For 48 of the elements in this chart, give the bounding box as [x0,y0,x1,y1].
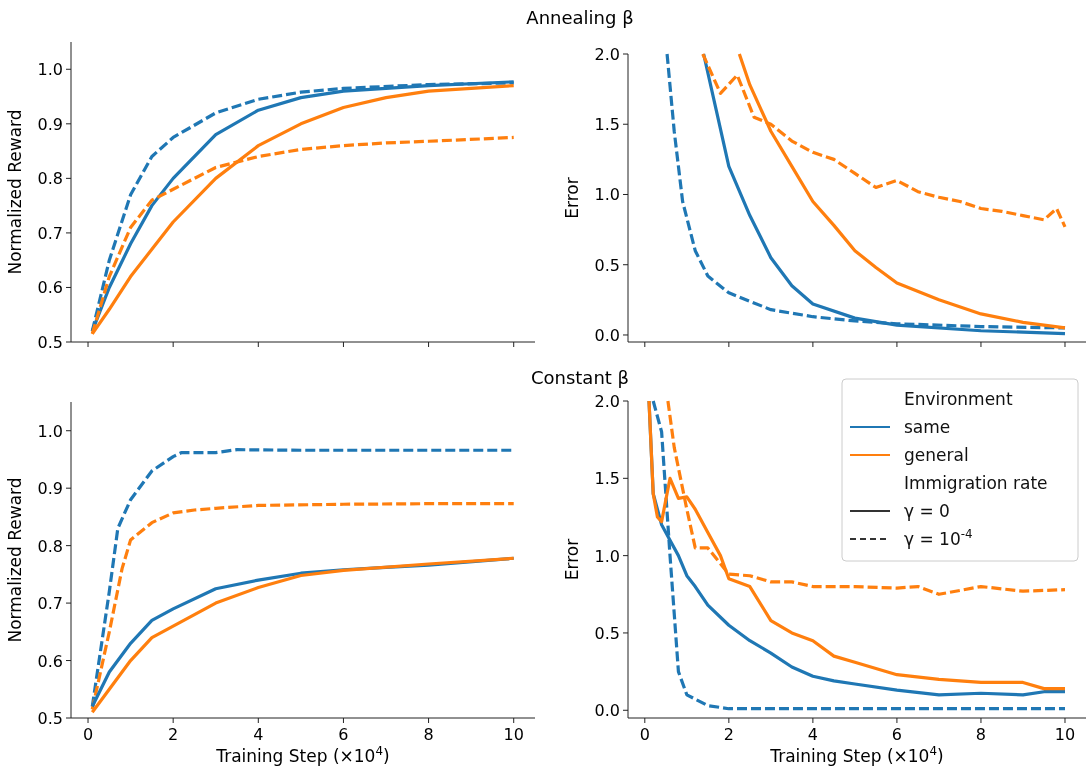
x-tick-label: 0 [82,725,94,744]
text: Constant β [530,367,630,388]
legend-label: general [904,445,969,465]
x-tick-label: 0 [639,725,650,744]
annotation: Immigration rate [904,473,1048,493]
text: Annealing β [526,7,634,28]
y-tick-label: 2.0 [594,45,620,64]
y-tick-label: 0.5 [594,623,620,643]
y-tick-label: 0.6 [37,651,63,671]
y-tick-label: 0.0 [594,701,620,721]
x-tick-label: 8 [975,725,987,744]
x-tick-label: 2 [168,725,179,744]
y-tick-label: 1.0 [594,546,620,566]
y-tick-label: 0.8 [37,536,63,556]
y-tick-label: 1.0 [37,421,63,441]
y-tick-label: 2.0 [594,392,620,411]
y-tick-label: 0.5 [37,709,63,728]
y-tick-label: 0.8 [37,169,63,189]
x-axis-title: Training Step (×10$^{4}$) [215,744,390,766]
legend-label: same [904,417,951,437]
annotation: γ = 0 [904,501,950,521]
x-tick-label: 4 [253,725,264,744]
y-tick-label: 0.0 [594,325,620,345]
x-tick-label: 2 [723,725,734,744]
x-tick-label: 4 [807,725,818,744]
y-tick-label: 1.5 [594,115,620,135]
x-tick-label: 6 [338,725,349,744]
x-tick-label: 6 [891,725,903,744]
y-tick-label: 0.6 [37,278,63,298]
x-tick-label: 10 [503,725,524,744]
y-tick-label: 0.5 [37,333,63,352]
y-tick-label: 1.0 [594,185,620,205]
y-tick-label: 1.5 [594,469,620,489]
y-tick-label: 0.9 [37,479,63,499]
x-tick-label: 8 [423,725,434,744]
x-axis-title: Training Step (×10$^{4}$) [769,744,944,766]
y-tick-label: 0.7 [37,223,63,243]
y-tick-label: 0.5 [594,255,620,275]
y-axis-title: Error [562,538,582,581]
x-tick-label: 10 [1054,725,1076,744]
y-tick-label: 1.0 [37,60,63,80]
legend-title: Environment [904,389,1013,409]
y-tick-label: 0.9 [37,114,63,134]
y-axis-title: Normalized Reward [5,109,25,275]
annotation: γ = 10$^{-4}$ [904,527,973,549]
y-axis-title: Normalized Reward [5,477,25,643]
y-axis-title: Error [562,177,582,219]
y-tick-label: 0.7 [37,594,63,614]
